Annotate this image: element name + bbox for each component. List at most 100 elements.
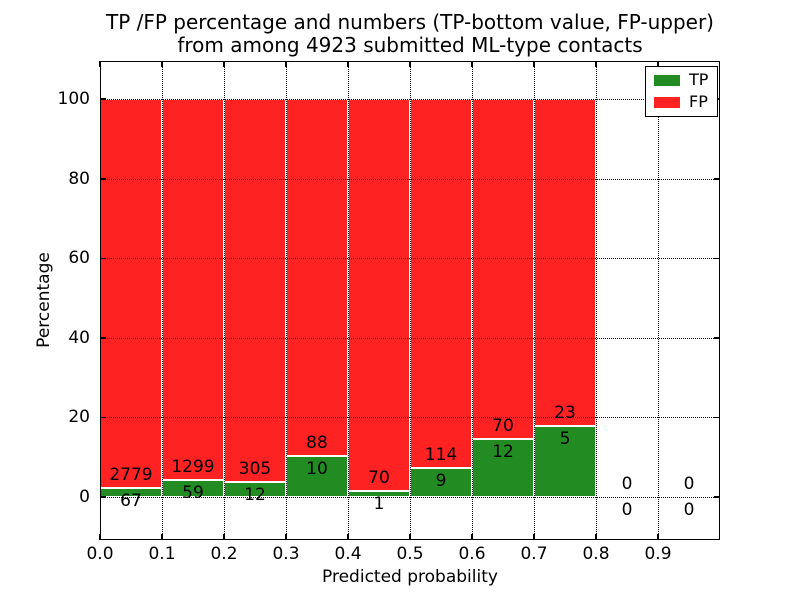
tp-bar-5 (410, 467, 472, 498)
x-tick-label-0.9: 0.9 (644, 544, 672, 564)
fp-bar-2 (224, 99, 286, 482)
x-tick-top-0.5 (409, 61, 411, 67)
fp-bar-1 (162, 99, 224, 480)
x-tick-bottom-0 (99, 534, 101, 540)
tp-count-label-3: 10 (306, 459, 328, 480)
y-tick-left-60 (100, 257, 106, 260)
fp-count-label-1: 1299 (171, 456, 215, 477)
fp-bar-3 (286, 99, 348, 457)
chart-title-line1: TP /FP percentage and numbers (TP-bottom… (106, 10, 714, 34)
y-tick-right-40 (714, 337, 720, 339)
y-tick-right-80 (714, 178, 720, 180)
fp-count-label-2: 305 (238, 458, 272, 479)
x-tick-bottom-0.8 (595, 534, 597, 540)
tp-count-label-1: 59 (182, 482, 204, 503)
plot-area: 2779 67 1299 59 305 12 88 10 70 1 114 9 70 12 23 5 0 0 0 0 (99, 61, 720, 540)
x-tick-label-0.7: 0.7 (520, 544, 548, 564)
tp-count-label-9: 0 (683, 500, 695, 521)
fp-count-label-0: 2779 (109, 464, 153, 485)
x-tick-top-0.7 (533, 61, 535, 67)
fp-bar-0 (100, 99, 162, 488)
fp-bar-6 (472, 99, 534, 439)
tp-count-label-4: 1 (373, 494, 385, 515)
legend-swatch-tp (654, 74, 680, 86)
tp-count-label-6: 12 (492, 441, 514, 462)
chart-title-line2: from among 4923 submitted ML-type contac… (177, 33, 643, 57)
tp-count-label-8: 0 (621, 500, 633, 521)
tp-bar-3 (286, 456, 348, 498)
gridline-x-0.3 (286, 61, 287, 540)
fp-count-label-6: 70 (492, 415, 514, 436)
gridline-x-0.8 (596, 61, 597, 540)
legend: TP FP (645, 66, 719, 117)
legend-entry-tp: TP (654, 72, 708, 88)
x-tick-label-0.1: 0.1 (148, 544, 176, 564)
fp-count-label-9: 0 (683, 474, 695, 495)
x-tick-label-0.5: 0.5 (396, 544, 424, 564)
x-tick-top-0.9 (657, 61, 659, 67)
x-tick-label-0.2: 0.2 (210, 544, 238, 564)
tp-bar-7 (534, 425, 596, 498)
x-tick-bottom-0.4 (347, 534, 349, 540)
x-tick-label-0.0: 0.0 (86, 544, 114, 564)
fp-count-label-4: 70 (368, 468, 390, 489)
y-tick-left-100 (100, 98, 106, 100)
y-tick-label-0: 0 (79, 487, 90, 508)
tp-count-label-2: 12 (244, 484, 266, 505)
x-tick-label-0.6: 0.6 (458, 544, 486, 564)
chart-title: TP /FP percentage and numbers (TP-bottom… (100, 11, 720, 57)
gridline-x-0.7 (534, 61, 535, 540)
legend-label-tp: TP (689, 70, 709, 89)
x-tick-top-0.8 (595, 61, 597, 67)
y-tick-left-20 (100, 416, 106, 419)
fp-bar-7 (534, 99, 596, 426)
gridline-x-0.4 (348, 61, 349, 540)
x-tick-bottom-0.1 (161, 534, 163, 540)
fp-count-label-8: 0 (621, 474, 633, 495)
x-tick-top-0.3 (285, 61, 287, 67)
tp-bar-6 (472, 438, 534, 498)
fp-count-label-7: 23 (554, 402, 576, 423)
y-tick-right-60 (714, 257, 720, 260)
y-tick-label-80: 80 (68, 168, 90, 189)
gridline-x-0.2 (224, 61, 225, 540)
gridline-x-0.5 (410, 61, 411, 540)
y-tick-label-100: 100 (57, 89, 90, 110)
fp-bar-5 (410, 99, 472, 468)
gridline-x-0.1 (162, 61, 163, 540)
y-tick-label-60: 60 (68, 248, 90, 269)
legend-label-fp: FP (689, 92, 708, 111)
y-tick-left-0 (100, 496, 106, 498)
tp-count-label-5: 9 (435, 470, 447, 491)
y-tick-right-0 (714, 496, 720, 498)
tp-count-label-7: 5 (559, 428, 571, 449)
x-tick-label-0.8: 0.8 (582, 544, 610, 564)
y-tick-right-20 (714, 416, 720, 419)
x-tick-top-0.6 (471, 61, 473, 67)
tp-count-label-0: 67 (120, 490, 142, 511)
gridline-x-0.9 (658, 61, 659, 540)
y-tick-left-40 (100, 337, 106, 339)
x-tick-top-0.2 (223, 61, 225, 67)
gridline-x-0.6 (472, 61, 473, 540)
x-tick-bottom-0.2 (223, 534, 225, 540)
legend-entry-fp: FP (654, 94, 708, 110)
x-tick-top-0.1 (161, 61, 163, 67)
x-tick-label-0.3: 0.3 (272, 544, 300, 564)
x-axis-label: Predicted probability (322, 567, 498, 587)
fp-count-label-3: 88 (306, 433, 328, 454)
x-tick-top-0 (99, 61, 101, 67)
y-tick-label-40: 40 (68, 327, 90, 348)
legend-swatch-fp (654, 96, 680, 108)
x-tick-bottom-0.6 (471, 534, 473, 540)
y-tick-left-80 (100, 178, 106, 180)
x-tick-bottom-0.3 (285, 534, 287, 540)
fp-count-label-5: 114 (424, 444, 458, 465)
x-tick-bottom-0.9 (657, 534, 659, 540)
y-tick-label-20: 20 (68, 407, 90, 428)
x-tick-label-0.4: 0.4 (334, 544, 362, 564)
x-tick-bottom-0.5 (409, 534, 411, 540)
x-tick-top-0.4 (347, 61, 349, 67)
fp-bar-4 (348, 99, 410, 492)
